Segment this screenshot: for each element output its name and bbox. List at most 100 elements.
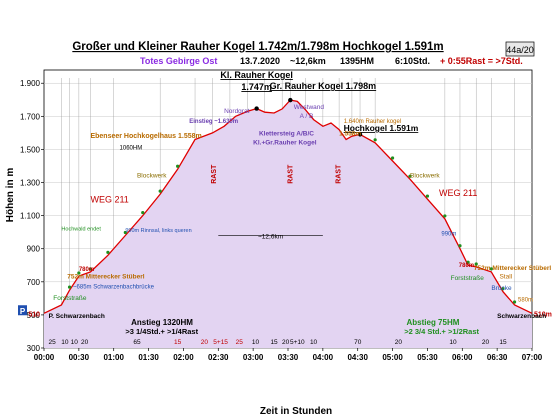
annot-990-right: 990m [441, 231, 456, 237]
start-label-right: Schwarzenbach [497, 313, 546, 320]
peak-label-hochkogel: Hochkogel 1.591m [344, 123, 419, 133]
duration-label: 15 [499, 339, 507, 346]
y-tick-label: 1.900 [20, 79, 41, 88]
annot-nordgrat: Nordgrat [224, 108, 249, 115]
duration-label: 20 [282, 339, 290, 346]
abstieg-label: Abstieg 75HM [407, 318, 460, 327]
path-marker [88, 267, 93, 271]
path-marker [158, 189, 162, 193]
marks-group [67, 97, 517, 304]
rest-marker: RAST [211, 164, 218, 184]
path-marker [106, 250, 110, 254]
annot-forststr-left: Forststraße [53, 295, 87, 302]
duration-label: 25 [236, 339, 244, 346]
annot-blockwerk-right: Blockwerk [410, 173, 440, 180]
duration-label: 20 [81, 339, 89, 346]
annot-klettersteig: Klettersteig A/B/C [259, 130, 314, 137]
path-marker [512, 300, 517, 304]
y-tick-label: 1.300 [20, 179, 41, 188]
annot-bridge: ~685m Schwarzenbachbrücke [73, 284, 155, 290]
ascent-label: 1395HM [340, 56, 374, 66]
duration-label: 20 [395, 339, 403, 346]
path-marker [123, 230, 127, 235]
path-marker [390, 156, 395, 160]
abstieg-time: >2 3/4 Std.+ >1/2Rast [404, 327, 479, 336]
path-marker [408, 174, 412, 178]
y-axis-label: Höhen in m [5, 168, 16, 223]
path-marker [425, 194, 430, 198]
x-tick-label: 05:00 [382, 353, 403, 362]
x-tick-label: 03:30 [278, 353, 299, 362]
rest-marker: RAST [288, 164, 295, 184]
path-marker [67, 285, 72, 289]
annot-blockwerk-left: Blockwerk [137, 173, 167, 180]
annot-westwand: Westwand [294, 104, 325, 111]
duration-label: 20 [482, 339, 490, 346]
parking-height-left: 510 [28, 311, 40, 318]
parking-label-left: P [20, 307, 26, 316]
rest-label: + 0:55Rast = >7Std. [440, 56, 523, 66]
chart-title: Großer und Kleiner Rauher Kogel 1.742m/1… [72, 41, 443, 53]
distance-marker: ~12,6km [258, 233, 283, 240]
axes-group: 300 500 700 900 1.100 1.300 1.500 1.700 1.900 00:… [20, 79, 543, 362]
path-marker [77, 271, 81, 275]
x-tick-label: 01:30 [138, 353, 159, 362]
peak-point [357, 132, 363, 137]
profile-fill [44, 100, 532, 348]
annot-hochkogel-h: 1.558m [339, 130, 361, 137]
date-label: 13.7.2020 [240, 56, 280, 66]
peak-point [254, 106, 259, 111]
path-marker [443, 214, 447, 218]
x-tick-label: 06:00 [452, 353, 473, 362]
annot-ab: A / B [300, 113, 314, 120]
duration-label: 15 [174, 339, 182, 346]
x-axis-label: Zeit in Stunden [260, 406, 332, 417]
annot-mitterecker-right: 752m Mitterecker Stüberl [474, 265, 552, 272]
annot-stall: Stall [499, 274, 512, 281]
x-tick-label: 05:30 [417, 353, 438, 362]
x-tick-label: 00:30 [69, 353, 90, 362]
annot-klettersteig2: Kl.+Gr.Rauher Kogel [253, 139, 317, 146]
annot-hochwald: Hochwald endet [61, 227, 101, 233]
x-tick-label: 04:30 [347, 353, 368, 362]
x-tick-label: 03:00 [243, 353, 264, 362]
duration-label: 10 [449, 339, 457, 346]
y-tick-label: 900 [27, 245, 41, 254]
y-tick-label: 1.100 [20, 212, 41, 221]
annot-780-right: 780m [459, 263, 474, 269]
anstieg-label: Anstieg 1320HM [131, 318, 193, 327]
path-marker [466, 260, 470, 264]
duration-label: 5+10 [290, 339, 305, 346]
duration-label: 25 [49, 339, 57, 346]
y-tick-label: 1.500 [20, 145, 41, 154]
path-marker [501, 287, 505, 291]
parking-height-right: 510m [534, 311, 552, 318]
parking-box-left [18, 305, 27, 316]
y-tick-label: 500 [27, 311, 41, 320]
x-tick-label: 04:00 [313, 353, 334, 362]
duration-label: 10 [252, 339, 260, 346]
duration-label: 70 [354, 339, 362, 346]
y-tick-label: 1.700 [20, 112, 41, 121]
time-label: 6:10Std. [395, 56, 430, 66]
x-tick-label: 07:00 [522, 353, 543, 362]
x-tick-label: 00:00 [34, 353, 55, 362]
duration-label: 65 [133, 339, 141, 346]
annot-bruecke: Brücke [491, 285, 512, 292]
duration-label: 15 [270, 339, 278, 346]
annot-einstieg: Einstieg ~1.630m [189, 119, 238, 125]
y-tick-label: 700 [27, 278, 41, 287]
x-tick-label: 06:30 [487, 353, 508, 362]
page-badge-box [505, 41, 535, 57]
annot-580: 580m [518, 298, 533, 304]
region-label: Totes Gebirge Ost [140, 56, 217, 66]
y-tick-label: 300 [27, 344, 41, 353]
profile-line [43, 99, 533, 314]
anstieg-time: >3 1/4Std.+ >1/4Rast [125, 327, 198, 336]
x-tick-label: 02:00 [173, 353, 194, 362]
annot-ebenseer: Ebenseer Hochkogelhaus 1.558m [90, 133, 201, 140]
peak-label-gr: Gr. Rauher Kogel 1.798m [270, 81, 377, 91]
path-marker [176, 164, 180, 168]
